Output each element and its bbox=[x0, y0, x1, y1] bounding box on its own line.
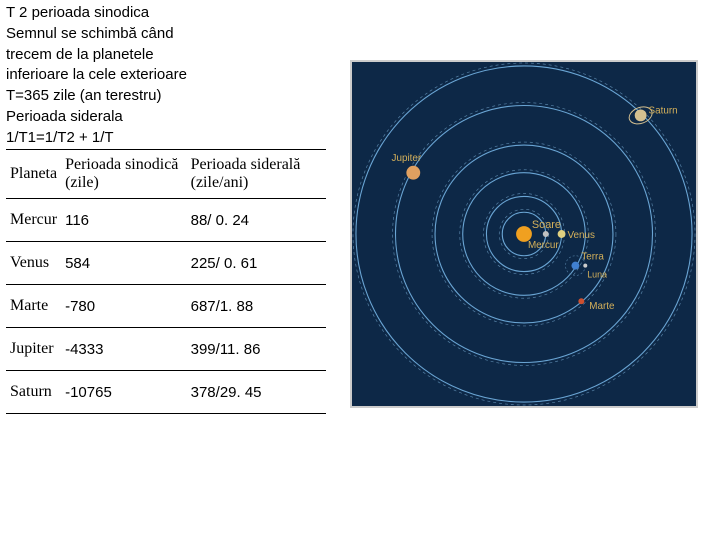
cell-planet: Venus bbox=[6, 242, 61, 285]
svg-text:Soare: Soare bbox=[532, 219, 561, 231]
planet-table: Planeta Perioada sinodică (zile) Perioad… bbox=[6, 149, 326, 414]
intro-line-2: Semnul se schimbă când bbox=[6, 25, 344, 44]
cell-synodic: 584 bbox=[61, 242, 187, 285]
th-synodic: Perioada sinodică (zile) bbox=[61, 150, 187, 199]
cell-synodic: -10765 bbox=[61, 371, 187, 414]
svg-text:Terra: Terra bbox=[581, 252, 604, 263]
svg-text:Mercur: Mercur bbox=[528, 240, 559, 251]
cell-synodic: -780 bbox=[61, 285, 187, 328]
cell-synodic: -4333 bbox=[61, 328, 187, 371]
cell-sidereal: 378/29. 45 bbox=[187, 371, 326, 414]
cell-synodic: 116 bbox=[61, 199, 187, 242]
solar-system-diagram: Soare Mercur Venus Terra Luna Marte Jupiter Sat… bbox=[350, 60, 698, 408]
intro-line-6: Perioada siderala bbox=[6, 108, 344, 127]
svg-text:Saturn: Saturn bbox=[649, 105, 678, 116]
table-row: Marte -780 687/1. 88 bbox=[6, 285, 326, 328]
intro-line-7: 1/T1=1/T2 + 1/T bbox=[6, 129, 344, 148]
svg-text:Marte: Marte bbox=[589, 301, 615, 312]
cell-sidereal: 399/11. 86 bbox=[187, 328, 326, 371]
svg-text:Luna: Luna bbox=[587, 269, 607, 279]
intro-line-4: inferioare la cele exterioare bbox=[6, 66, 344, 85]
cell-planet: Saturn bbox=[6, 371, 61, 414]
intro-line-1: T 2 perioada sinodica bbox=[6, 4, 344, 23]
svg-text:Venus: Venus bbox=[567, 230, 595, 241]
intro-line-3: trecem de la planetele bbox=[6, 46, 344, 65]
cell-planet: Mercur bbox=[6, 199, 61, 242]
table-row: Jupiter -4333 399/11. 86 bbox=[6, 328, 326, 371]
th-planet: Planeta bbox=[6, 150, 61, 199]
cell-sidereal: 687/1. 88 bbox=[187, 285, 326, 328]
table-row: Saturn -10765 378/29. 45 bbox=[6, 371, 326, 414]
cell-sidereal: 88/ 0. 24 bbox=[187, 199, 326, 242]
th-sidereal: Perioada siderală (zile/ani) bbox=[187, 150, 326, 199]
svg-text:Jupiter: Jupiter bbox=[392, 153, 422, 164]
table-row: Mercur 116 88/ 0. 24 bbox=[6, 199, 326, 242]
cell-sidereal: 225/ 0. 61 bbox=[187, 242, 326, 285]
table-row: Venus 584 225/ 0. 61 bbox=[6, 242, 326, 285]
cell-planet: Marte bbox=[6, 285, 61, 328]
cell-planet: Jupiter bbox=[6, 328, 61, 371]
intro-line-5: T=365 zile (an terestru) bbox=[6, 87, 344, 106]
